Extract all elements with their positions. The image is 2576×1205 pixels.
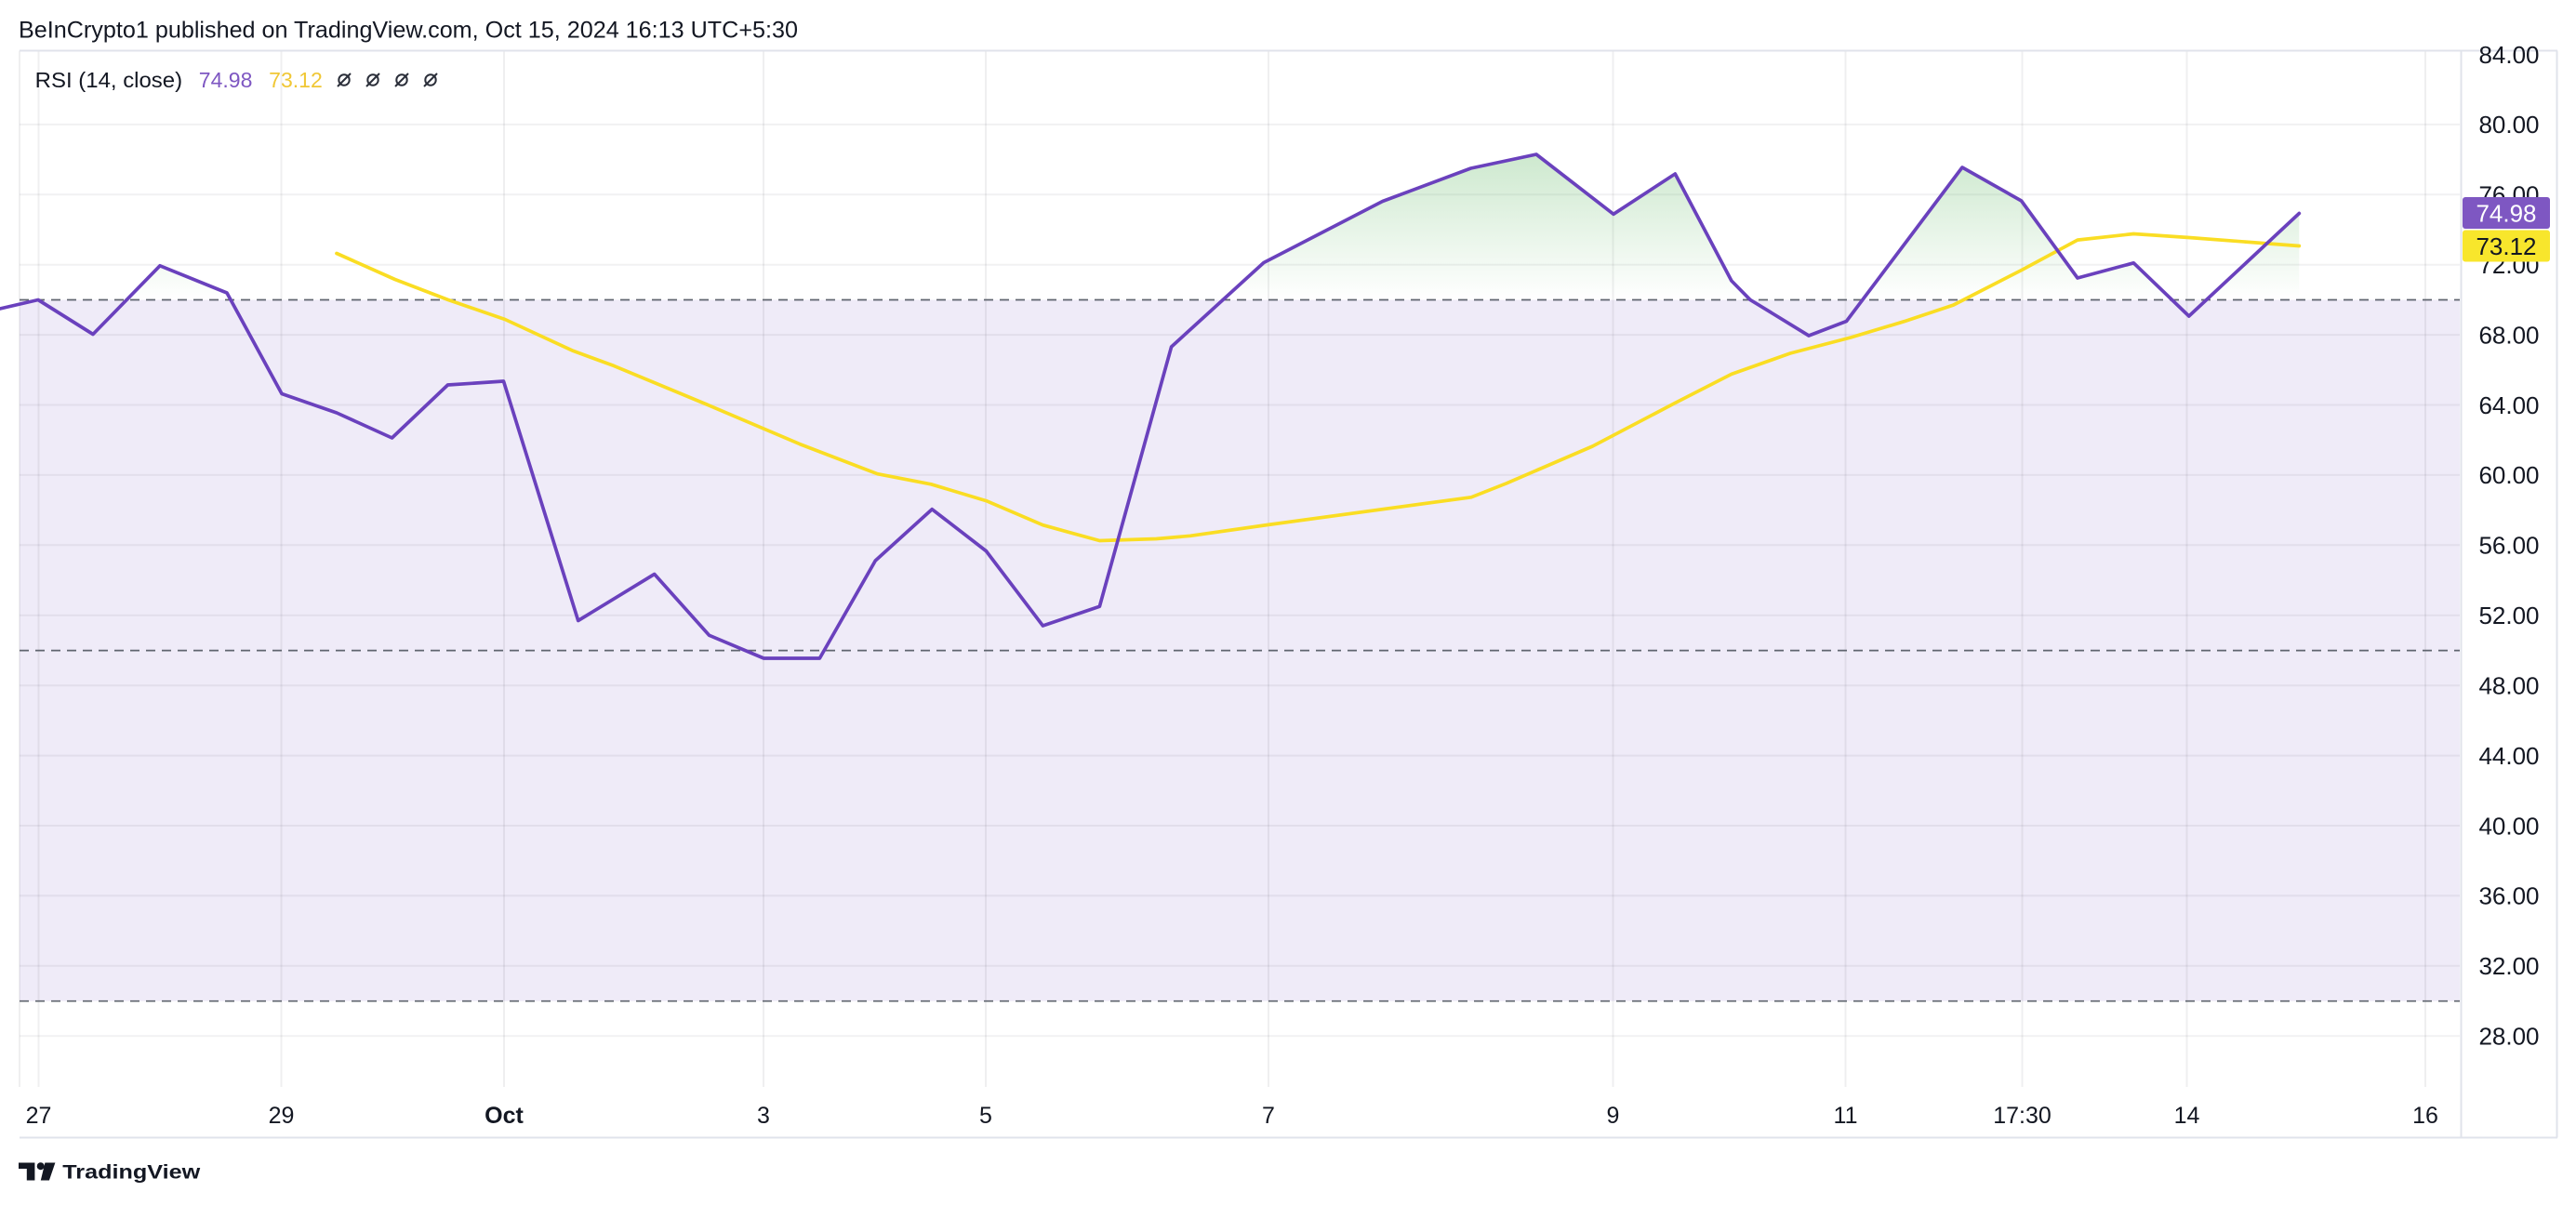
svg-text:80.00: 80.00 [2478,111,2539,139]
svg-text:74.98: 74.98 [199,68,253,92]
svg-text:3: 3 [757,1103,770,1129]
svg-text:68.00: 68.00 [2478,321,2539,349]
svg-text:48.00: 48.00 [2478,672,2539,700]
svg-text:52.00: 52.00 [2478,602,2539,629]
svg-text:14: 14 [2174,1103,2200,1129]
svg-text:7: 7 [1262,1103,1275,1129]
svg-text:5: 5 [979,1103,992,1129]
svg-text:44.00: 44.00 [2478,742,2539,770]
svg-text:17:30: 17:30 [1993,1103,2052,1129]
svg-text:40.00: 40.00 [2478,812,2539,840]
svg-text:64.00: 64.00 [2478,391,2539,419]
svg-text:Oct: Oct [485,1103,524,1129]
svg-text:28.00: 28.00 [2478,1023,2539,1051]
svg-text:9: 9 [1607,1103,1620,1129]
svg-text:29: 29 [269,1103,295,1129]
svg-text:56.00: 56.00 [2478,532,2539,560]
svg-text:16: 16 [2412,1103,2438,1129]
svg-text:60.00: 60.00 [2478,461,2539,489]
svg-text:84.00: 84.00 [2478,41,2539,69]
svg-text:TradingView: TradingView [62,1162,201,1184]
svg-text:27: 27 [26,1103,52,1129]
svg-text:11: 11 [1834,1103,1858,1129]
svg-text:74.98: 74.98 [2476,199,2536,227]
svg-text:RSI (14, close): RSI (14, close) [35,68,182,92]
svg-text:73.12: 73.12 [2476,232,2536,260]
svg-text:73.12: 73.12 [269,68,323,92]
svg-text:32.00: 32.00 [2478,952,2539,980]
svg-text:36.00: 36.00 [2478,882,2539,910]
svg-text:BeInCrypto1 published on Tradi: BeInCrypto1 published on TradingView.com… [19,18,798,44]
